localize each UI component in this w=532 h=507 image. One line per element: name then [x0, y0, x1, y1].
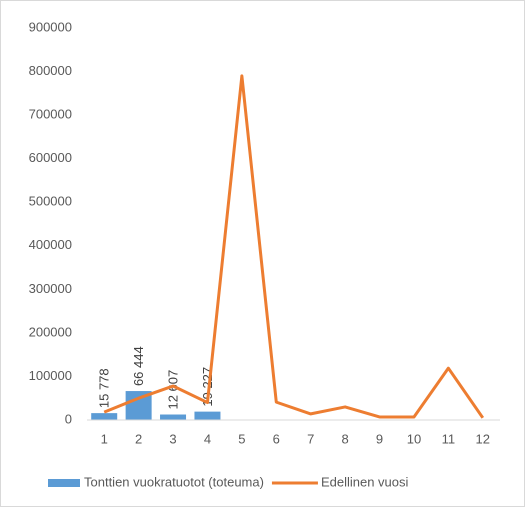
y-tick-label: 700000	[29, 107, 72, 122]
value-label: 12 607	[165, 370, 180, 410]
y-tick-label: 600000	[29, 150, 72, 165]
legend-label: Edellinen vuosi	[321, 474, 409, 489]
x-tick-label: 6	[273, 431, 280, 446]
x-tick-label: 5	[238, 431, 245, 446]
x-tick-label: 4	[204, 431, 211, 446]
y-tick-label: 200000	[29, 324, 72, 339]
bar	[194, 411, 221, 420]
x-tick-label: 3	[169, 431, 176, 446]
x-tick-label: 2	[135, 431, 142, 446]
value-label: 15 778	[97, 368, 112, 408]
y-tick-label: 0	[65, 411, 72, 426]
bar	[160, 414, 187, 420]
x-tick-label: 10	[407, 431, 421, 446]
y-tick-label: 500000	[29, 194, 72, 209]
line	[103, 74, 485, 419]
x-tick-label: 1	[101, 431, 108, 446]
legend-swatch	[48, 479, 80, 487]
y-tick-label: 400000	[29, 237, 72, 252]
x-tick-label: 11	[442, 431, 456, 446]
y-tick-label: 900000	[29, 19, 72, 34]
bar	[91, 413, 118, 420]
y-tick-label: 300000	[29, 281, 72, 296]
value-label: 66 444	[131, 346, 146, 386]
y-tick-label: 100000	[29, 368, 72, 383]
x-tick-label: 7	[307, 431, 314, 446]
y-tick-label: 800000	[29, 63, 72, 78]
x-tick-label: 12	[476, 431, 490, 446]
legend-label: Tonttien vuokratuotot (toteuma)	[84, 474, 264, 489]
x-tick-label: 9	[376, 431, 383, 446]
x-tick-label: 8	[342, 431, 349, 446]
